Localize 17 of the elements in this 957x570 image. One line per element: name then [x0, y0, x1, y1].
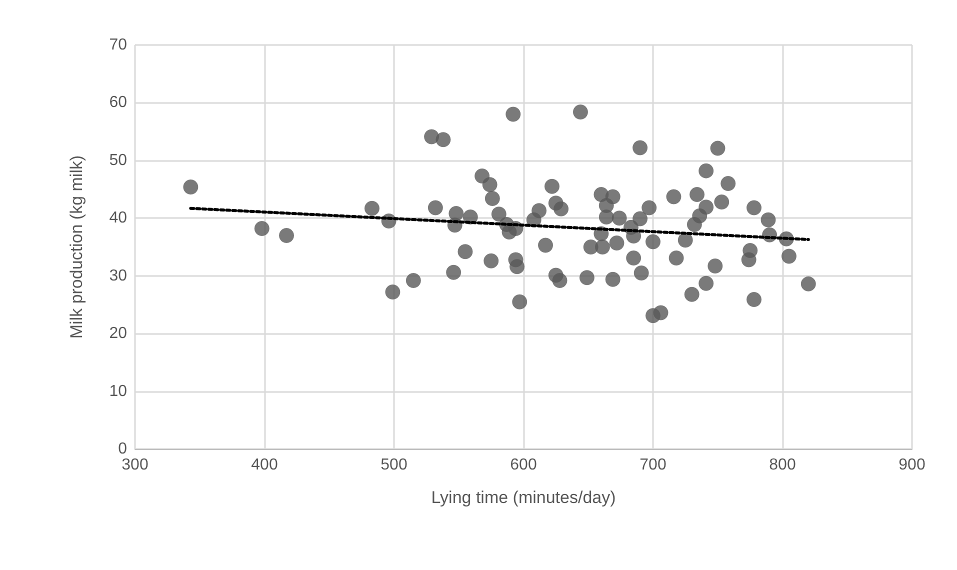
y-tick-label: 50: [109, 152, 128, 169]
x-tick-label: 900: [898, 456, 926, 474]
y-tick-label: 20: [109, 325, 128, 342]
x-tick-label: 300: [122, 456, 148, 474]
x-axis-title: Lying time (minutes/day): [431, 488, 616, 507]
x-tick-label: 400: [251, 456, 278, 474]
y-tick-label: 0: [118, 440, 128, 458]
y-tick-label: 40: [109, 210, 128, 227]
x-tick-label: 600: [510, 456, 537, 474]
x-tick-label: 500: [380, 456, 408, 474]
y-tick-label: 60: [109, 94, 128, 112]
y-tick-label: 70: [109, 36, 128, 54]
x-tick-label: 700: [640, 456, 666, 474]
x-tick-label: 800: [769, 456, 796, 474]
y-axis-title: Milk production (kg milk): [67, 155, 86, 339]
y-tick-label: 30: [109, 267, 128, 284]
y-tick-label: 10: [109, 382, 128, 400]
